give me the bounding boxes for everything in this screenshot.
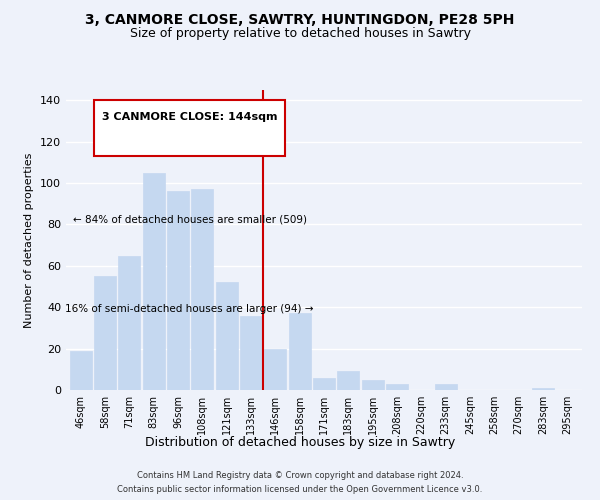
Bar: [118, 256, 140, 390]
Bar: [143, 173, 164, 390]
Bar: [289, 314, 311, 390]
Bar: [167, 192, 189, 390]
Text: Size of property relative to detached houses in Sawtry: Size of property relative to detached ho…: [130, 28, 470, 40]
Text: Contains HM Land Registry data © Crown copyright and database right 2024.: Contains HM Land Registry data © Crown c…: [137, 472, 463, 480]
Text: 16% of semi-detached houses are larger (94) →: 16% of semi-detached houses are larger (…: [65, 304, 314, 314]
Bar: [435, 384, 457, 390]
Bar: [240, 316, 262, 390]
Text: 3 CANMORE CLOSE: 144sqm: 3 CANMORE CLOSE: 144sqm: [102, 112, 277, 122]
Text: Contains public sector information licensed under the Open Government Licence v3: Contains public sector information licen…: [118, 484, 482, 494]
Y-axis label: Number of detached properties: Number of detached properties: [25, 152, 34, 328]
Bar: [70, 350, 92, 390]
FancyBboxPatch shape: [94, 100, 285, 156]
Text: ← 84% of detached houses are smaller (509): ← 84% of detached houses are smaller (50…: [73, 214, 307, 224]
Bar: [386, 384, 408, 390]
Bar: [532, 388, 554, 390]
Bar: [362, 380, 383, 390]
Bar: [265, 348, 286, 390]
Bar: [191, 190, 213, 390]
Text: Distribution of detached houses by size in Sawtry: Distribution of detached houses by size …: [145, 436, 455, 449]
Bar: [94, 276, 116, 390]
Bar: [337, 372, 359, 390]
Bar: [215, 282, 238, 390]
Text: 3, CANMORE CLOSE, SAWTRY, HUNTINGDON, PE28 5PH: 3, CANMORE CLOSE, SAWTRY, HUNTINGDON, PE…: [85, 12, 515, 26]
Bar: [313, 378, 335, 390]
